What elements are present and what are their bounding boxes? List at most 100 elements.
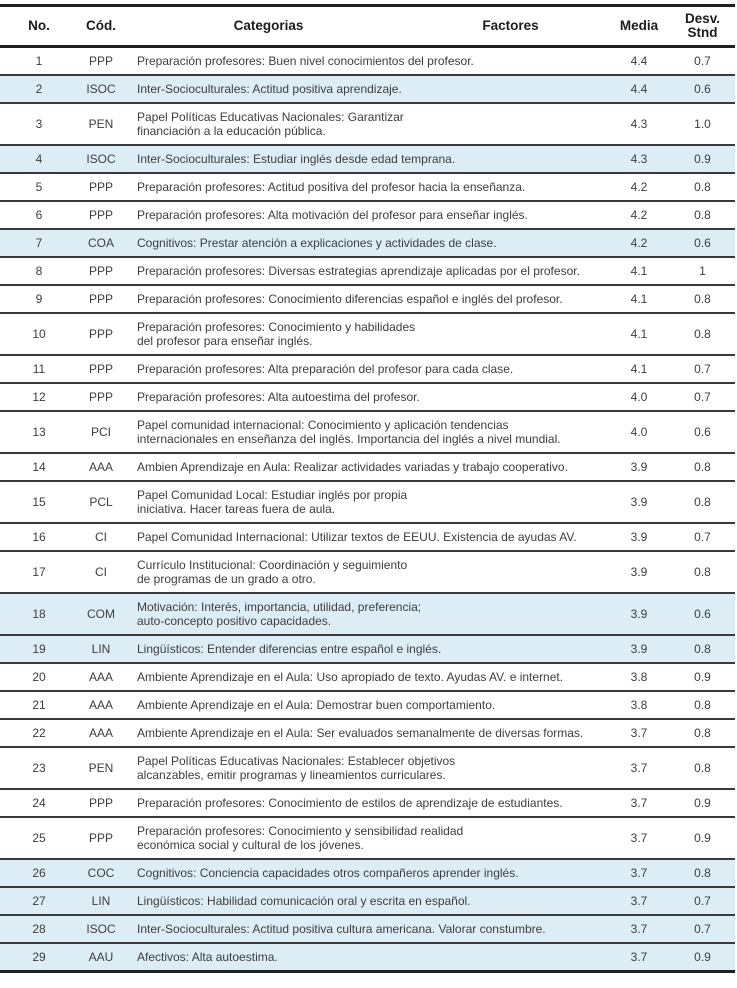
table-row: 13 PCI Papel comunidad internacional: Co… xyxy=(0,411,735,453)
table-row: 22 AAA Ambiente Aprendizaje en el Aula: … xyxy=(0,719,735,747)
col-header-cod: Cód. xyxy=(78,5,124,48)
row-description: Papel Políticas Educativas Nacionales: G… xyxy=(137,110,404,138)
table-row: 28 ISOC Inter-Socioculturales: Actitud p… xyxy=(0,915,735,943)
row-code: PEN xyxy=(88,761,114,775)
table-row: 11 PPP Preparación profesores: Alta prep… xyxy=(0,355,735,383)
row-desv: 0.8 xyxy=(694,460,711,474)
row-desv: 0.8 xyxy=(694,698,711,712)
row-number: 15 xyxy=(32,495,46,509)
row-desv: 0.9 xyxy=(694,796,711,810)
row-media: 3.9 xyxy=(630,530,648,544)
row-desv: 0.8 xyxy=(694,565,711,579)
row-code: PPP xyxy=(88,390,113,404)
row-number: 24 xyxy=(32,796,46,810)
row-desv: 0.8 xyxy=(694,866,711,880)
row-desv: 0.7 xyxy=(694,894,711,908)
row-description: Afectivos: Alta autoestima. xyxy=(137,950,278,964)
row-number: 19 xyxy=(32,642,46,656)
row-desv: 0.6 xyxy=(694,607,711,621)
row-media: 4.3 xyxy=(630,152,648,166)
row-media: 3.9 xyxy=(630,460,648,474)
row-description: Inter-Socioculturales: Estudiar inglés d… xyxy=(137,152,456,166)
col-header-media: Media xyxy=(608,5,670,48)
row-code: CI xyxy=(95,565,107,579)
row-desv: 0.7 xyxy=(694,530,711,544)
row-media: 3.7 xyxy=(630,922,648,936)
row-media: 3.7 xyxy=(630,761,648,775)
row-number: 28 xyxy=(32,922,46,936)
table-row: 15 PCL Papel Comunidad Local: Estudiar i… xyxy=(0,481,735,523)
row-number: 14 xyxy=(32,460,46,474)
row-number: 17 xyxy=(32,565,46,579)
col-header-factores: Factores xyxy=(413,5,608,48)
row-description: Preparación profesores: Conocimiento de … xyxy=(137,796,563,810)
row-media: 3.7 xyxy=(630,894,648,908)
col-header-desv-stnd: Desv. Stnd xyxy=(670,5,735,48)
row-code: AAU xyxy=(88,950,114,964)
row-number: 21 xyxy=(32,698,46,712)
row-code: ISOC xyxy=(86,922,116,936)
row-code: PCL xyxy=(89,495,113,509)
row-number: 29 xyxy=(32,950,46,964)
row-media: 3.7 xyxy=(630,950,648,964)
row-description: Cognitivos: Prestar atención a explicaci… xyxy=(137,236,497,250)
row-description: Papel Comunidad Local: Estudiar inglés p… xyxy=(137,488,408,516)
row-desv: 0.7 xyxy=(694,922,711,936)
table-row: 23 PEN Papel Políticas Educativas Nacion… xyxy=(0,747,735,789)
row-description: Inter-Socioculturales: Actitud positiva … xyxy=(137,922,546,936)
table-body: 1 PPP Preparación profesores: Buen nivel… xyxy=(0,47,735,972)
table-header-row: No. Cód. Categorias Factores Media Desv.… xyxy=(0,5,735,48)
table-row: 12 PPP Preparación profesores: Alta auto… xyxy=(0,383,735,411)
row-code: PPP xyxy=(88,208,113,222)
row-code: PPP xyxy=(88,180,113,194)
table-row: 14 AAA Ambien Aprendizaje en Aula: Reali… xyxy=(0,453,735,481)
table-row: 9 PPP Preparación profesores: Conocimien… xyxy=(0,285,735,313)
factors-table: No. Cód. Categorias Factores Media Desv.… xyxy=(0,4,735,973)
row-media: 4.1 xyxy=(630,362,648,376)
row-media: 4.1 xyxy=(630,264,648,278)
row-number: 2 xyxy=(35,82,43,96)
row-desv: 0.6 xyxy=(694,425,711,439)
row-number: 27 xyxy=(32,894,46,908)
table-row: 6 PPP Preparación profesores: Alta motiv… xyxy=(0,201,735,229)
row-media: 3.7 xyxy=(630,726,648,740)
table-row: 19 LIN Lingüísticos: Entender diferencia… xyxy=(0,635,735,663)
table-row: 17 CI Currículo Institucional: Coordinac… xyxy=(0,551,735,593)
row-desv: 1 xyxy=(699,264,706,278)
row-media: 3.9 xyxy=(630,495,648,509)
row-media: 3.7 xyxy=(630,866,648,880)
row-number: 23 xyxy=(32,761,46,775)
table-row: 29 AAU Afectivos: Alta autoestima. 3.7 0… xyxy=(0,943,735,972)
row-code: ISOC xyxy=(86,82,116,96)
row-desv: 0.6 xyxy=(694,236,711,250)
row-media: 4.1 xyxy=(630,327,648,341)
row-number: 22 xyxy=(32,726,46,740)
row-number: 3 xyxy=(35,117,43,131)
row-description: Preparación profesores: Buen nivel conoc… xyxy=(137,54,474,68)
row-number: 1 xyxy=(35,54,43,68)
row-number: 8 xyxy=(35,264,43,278)
table-row: 18 COM Motivación: Interés, importancia,… xyxy=(0,593,735,635)
row-description: Papel Políticas Educativas Nacionales: E… xyxy=(137,754,456,782)
row-description: Ambiente Aprendizaje en el Aula: Demostr… xyxy=(137,698,496,712)
row-desv: 0.8 xyxy=(694,292,711,306)
row-desv: 0.8 xyxy=(694,642,711,656)
row-code: PPP xyxy=(88,292,113,306)
table-row: 26 COC Cognitivos: Conciencia capacidade… xyxy=(0,859,735,887)
col-header-categorias: Categorias xyxy=(124,5,413,48)
row-code: CI xyxy=(95,530,107,544)
row-description: Preparación profesores: Alta preparación… xyxy=(137,362,514,376)
table-row: 5 PPP Preparación profesores: Actitud po… xyxy=(0,173,735,201)
desv-line2: Stnd xyxy=(687,25,718,40)
row-desv: 0.8 xyxy=(694,208,711,222)
row-desv: 0.8 xyxy=(694,495,711,509)
row-description: Preparación profesores: Conocimiento dif… xyxy=(137,292,563,306)
row-number: 26 xyxy=(32,866,46,880)
row-number: 5 xyxy=(35,180,43,194)
row-description: Currículo Institucional: Coordinación y … xyxy=(137,558,408,586)
row-media: 4.2 xyxy=(630,180,648,194)
row-media: 4.1 xyxy=(630,292,648,306)
row-desv: 0.9 xyxy=(694,950,711,964)
row-desv: 0.9 xyxy=(694,152,711,166)
row-code: COM xyxy=(87,607,115,621)
